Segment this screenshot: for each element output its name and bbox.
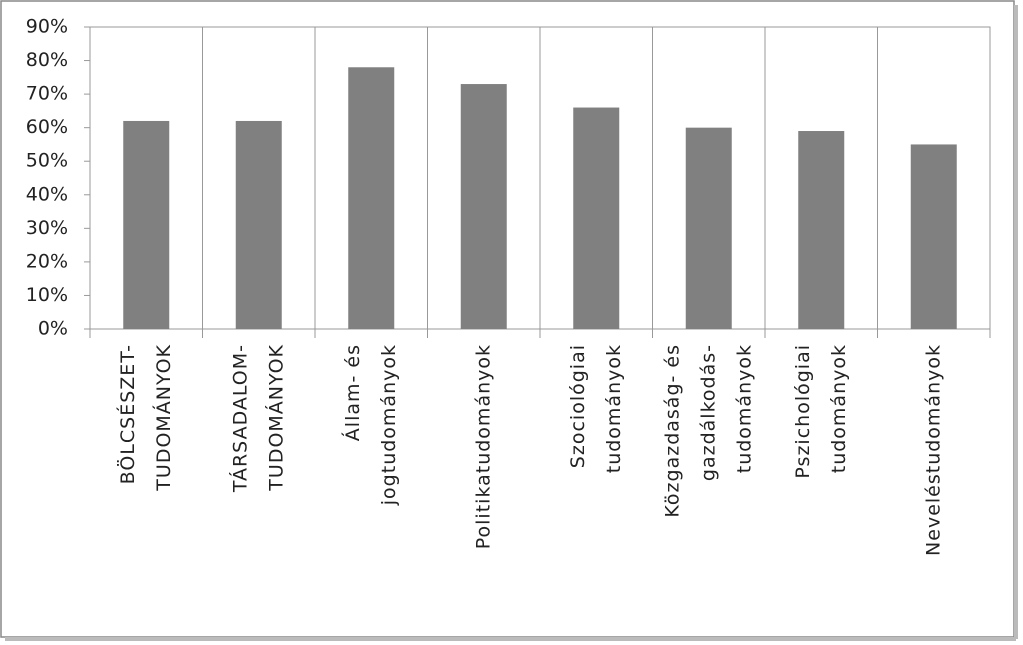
bar <box>910 144 957 329</box>
x-tick-label: jogtudományok <box>378 344 400 506</box>
y-tick-label: 20% <box>26 250 68 272</box>
x-tick-label: Szociológiai <box>567 344 589 468</box>
y-tick-label: 50% <box>26 150 68 172</box>
y-tick-label: 90% <box>26 16 68 38</box>
x-tick-label: gazdálkodás- <box>697 344 719 481</box>
x-tick-label: Neveléstudományok <box>922 344 944 556</box>
bar <box>573 107 620 330</box>
x-tick-label: Politikatudományok <box>472 344 494 549</box>
x-tick-label: Közgazdaság- és <box>661 344 683 518</box>
bar <box>348 67 395 330</box>
x-tick-label: Állam- és <box>341 344 364 441</box>
bar <box>235 120 282 329</box>
y-tick-label: 30% <box>26 217 68 239</box>
x-tick-label: TÁRSADALOM- <box>228 344 251 493</box>
y-tick-label: 70% <box>26 83 68 105</box>
y-tick-label: 0% <box>38 318 68 340</box>
bar <box>460 84 507 330</box>
x-tick-label: tudományok <box>603 344 625 473</box>
y-tick-label: 10% <box>26 284 68 306</box>
x-tick-label: TUDOMÁNYOK <box>152 344 175 492</box>
y-tick-label: 80% <box>26 49 68 71</box>
bar <box>123 120 170 329</box>
x-tick-label: BÖLCSÉSZET- <box>116 344 139 484</box>
x-tick-label: Pszichológiai <box>792 344 814 479</box>
x-tick-label: TUDOMÁNYOK <box>264 344 287 492</box>
bar <box>798 131 845 329</box>
y-tick-label: 60% <box>26 116 68 138</box>
x-tick-label: tudományok <box>733 344 755 473</box>
x-tick-label: tudományok <box>828 344 850 473</box>
y-tick-label: 40% <box>26 183 68 205</box>
bar <box>685 127 732 330</box>
